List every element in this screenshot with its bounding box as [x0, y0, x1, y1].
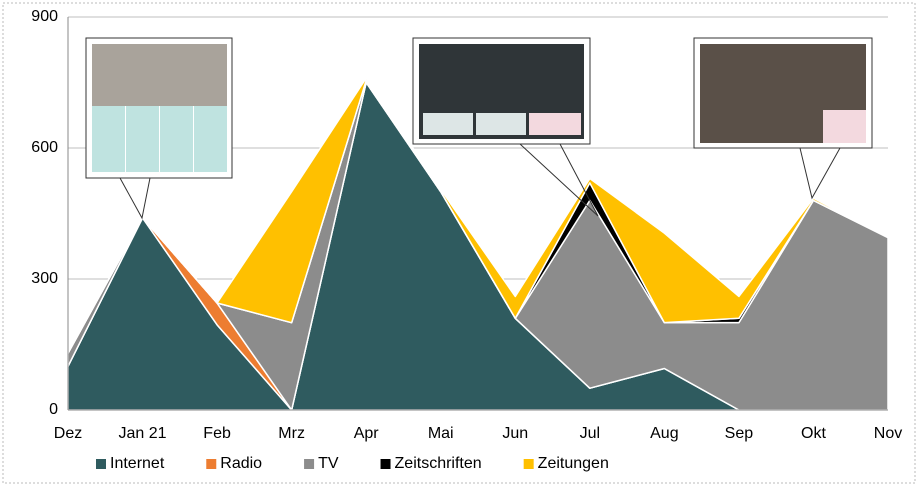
- legend-swatch: [304, 459, 315, 469]
- x-tick-label: Apr: [354, 425, 380, 442]
- callout-pointer: [799, 147, 841, 200]
- axes: 0 300 600 900 Dez Jan 21 Feb Mrz Apr Mai Jun Jul Aug…: [31, 8, 902, 442]
- thumbnail-photo: [92, 44, 227, 106]
- legend-label: Zeitungen: [538, 455, 609, 472]
- thumbnail-panel: [529, 113, 581, 135]
- legend-swatch: [96, 459, 106, 469]
- thumbnail-panel: [476, 113, 526, 135]
- legend: Internet Radio TV Zeitschriften Zeitungen: [96, 455, 609, 472]
- areas: [67, 77, 889, 411]
- x-tick-label: Jul: [580, 425, 600, 442]
- legend-label: Internet: [110, 455, 165, 472]
- chart-frame: [2, 2, 916, 484]
- area: [67, 77, 889, 354]
- callout-pointer: [119, 177, 151, 220]
- thumbnail: [693, 37, 873, 149]
- y-tick-label: 600: [31, 139, 58, 156]
- x-tick-label: Jun: [502, 425, 528, 442]
- legend-swatch: [206, 459, 217, 469]
- y-tick-label: 300: [31, 270, 58, 287]
- callouts: [119, 143, 841, 220]
- x-tick-label: Sep: [725, 425, 754, 442]
- legend-swatch: [380, 459, 391, 469]
- x-tick-label: Dez: [54, 425, 82, 442]
- x-tick-label: Okt: [801, 425, 826, 442]
- callout-pointer: [519, 143, 599, 217]
- x-tick-label: Jan 21: [119, 425, 167, 442]
- legend-label: Zeitschriften: [395, 455, 482, 472]
- y-tick-label: 0: [49, 401, 58, 418]
- thumbnail-panel: [823, 110, 866, 143]
- thumbnail: [85, 37, 233, 179]
- legend-swatch: [523, 459, 534, 469]
- x-tick-label: Feb: [203, 425, 231, 442]
- x-tick-label: Nov: [874, 425, 902, 442]
- x-tick-label: Aug: [650, 425, 678, 442]
- thumbnail-panel: [423, 113, 473, 135]
- legend-label: TV: [318, 455, 339, 472]
- y-tick-label: 900: [31, 8, 58, 25]
- x-tick-label: Mai: [428, 425, 454, 442]
- thumbnail: [412, 37, 591, 145]
- legend-label: Radio: [220, 455, 262, 472]
- x-tick-label: Mrz: [278, 425, 305, 442]
